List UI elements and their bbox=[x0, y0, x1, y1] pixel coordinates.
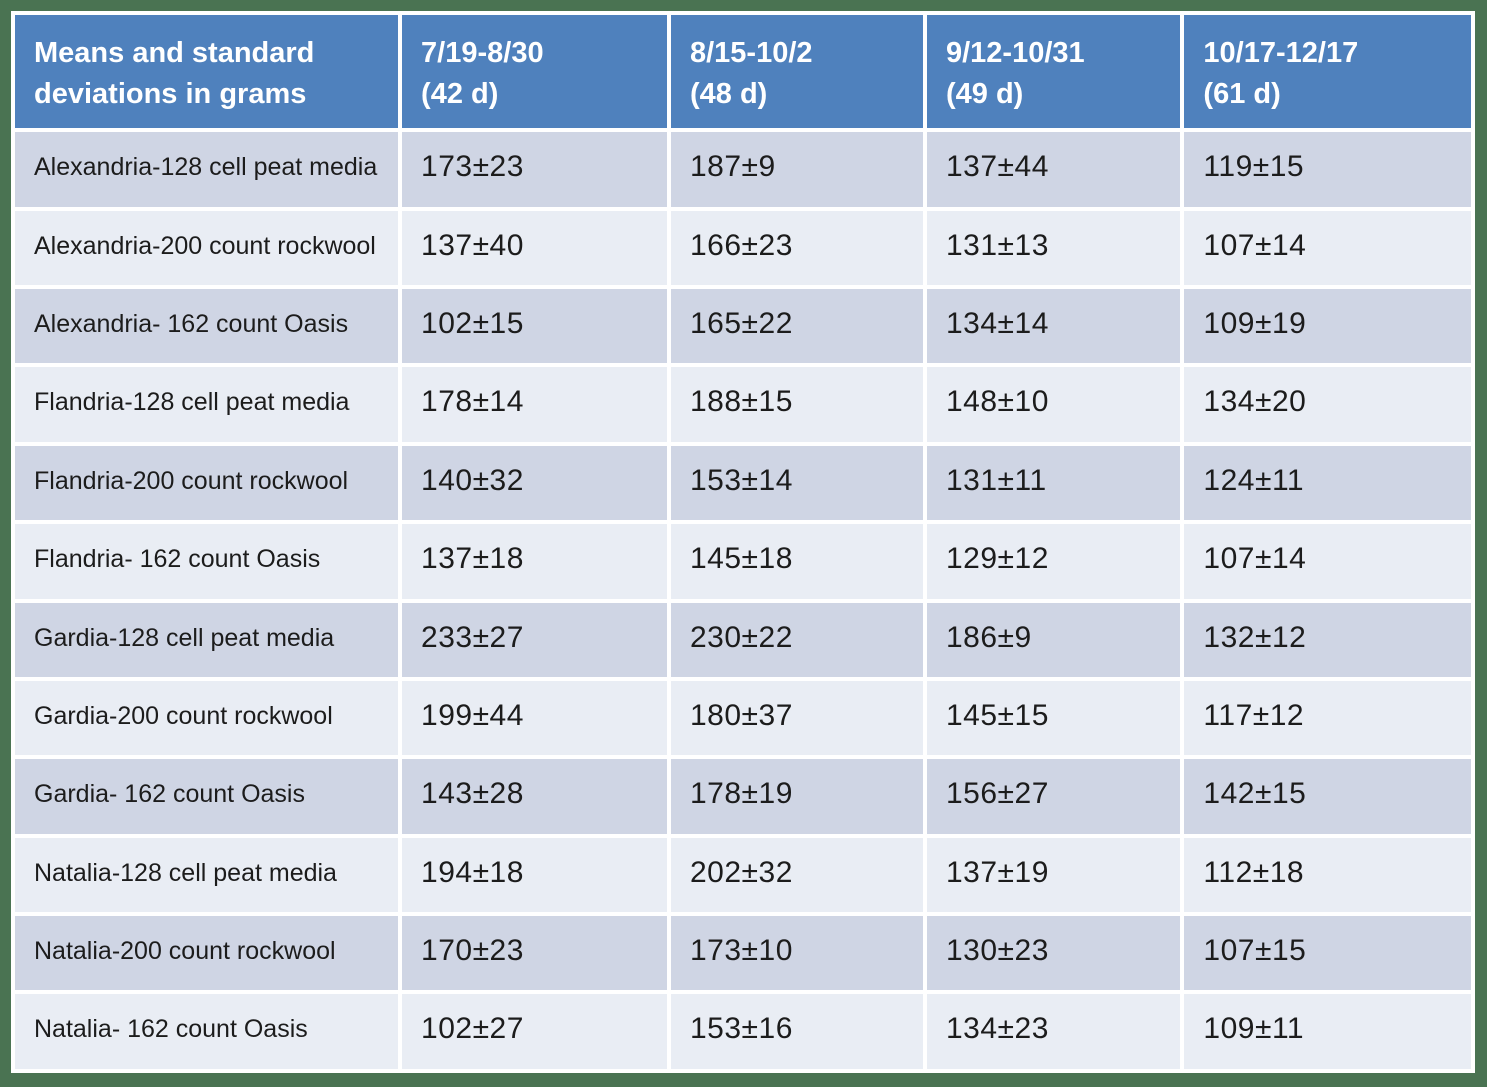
value-cell: 130±23 bbox=[926, 916, 1181, 991]
value-cell: 107±15 bbox=[1184, 916, 1471, 991]
value-cell: 178±19 bbox=[670, 759, 923, 834]
value-cell: 107±14 bbox=[1184, 210, 1471, 285]
value-cell: 131±13 bbox=[926, 210, 1181, 285]
row-label-cell: Flandria-128 cell peat media bbox=[15, 367, 399, 442]
value-cell: 145±15 bbox=[926, 680, 1181, 756]
value-cell: 180±37 bbox=[670, 680, 923, 756]
value-cell: 117±12 bbox=[1184, 680, 1471, 756]
value-cell: 188±15 bbox=[670, 367, 923, 442]
value-cell: 134±23 bbox=[926, 994, 1181, 1069]
table-row: Natalia-200 count rockwool 170±23 173±10… bbox=[15, 916, 1471, 991]
value-cell: 132±12 bbox=[1184, 602, 1471, 677]
column-header-title: Means and standard deviations in grams bbox=[15, 15, 399, 129]
value-cell: 129±12 bbox=[926, 524, 1181, 599]
table-container: Means and standard deviations in grams 7… bbox=[11, 11, 1475, 1073]
row-label-cell: Alexandria-200 count rockwool bbox=[15, 210, 399, 285]
value-cell: 137±19 bbox=[926, 837, 1181, 913]
value-cell: 202±32 bbox=[670, 837, 923, 913]
value-cell: 131±11 bbox=[926, 445, 1181, 521]
value-cell: 112±18 bbox=[1184, 837, 1471, 913]
value-cell: 166±23 bbox=[670, 210, 923, 285]
table-row: Flandria-128 cell peat media 178±14 188±… bbox=[15, 367, 1471, 442]
table-row: Alexandria-200 count rockwool 137±40 166… bbox=[15, 210, 1471, 285]
table-row: Gardia-128 cell peat media 233±27 230±22… bbox=[15, 602, 1471, 677]
row-label-cell: Alexandria- 162 count Oasis bbox=[15, 288, 399, 364]
table-row: Natalia-128 cell peat media 194±18 202±3… bbox=[15, 837, 1471, 913]
value-cell: 134±14 bbox=[926, 288, 1181, 364]
table-row: Flandria-200 count rockwool 140±32 153±1… bbox=[15, 445, 1471, 521]
table-row: Alexandria-128 cell peat media 173±23 18… bbox=[15, 132, 1471, 207]
value-cell: 199±44 bbox=[402, 680, 667, 756]
value-cell: 142±15 bbox=[1184, 759, 1471, 834]
value-cell: 102±27 bbox=[402, 994, 667, 1069]
value-cell: 194±18 bbox=[402, 837, 667, 913]
row-label-cell: Gardia-128 cell peat media bbox=[15, 602, 399, 677]
means-and-sd-table: Means and standard deviations in grams 7… bbox=[11, 11, 1475, 1073]
value-cell: 119±15 bbox=[1184, 132, 1471, 207]
row-label-cell: Gardia-200 count rockwool bbox=[15, 680, 399, 756]
column-header-period-4: 10/17-12/17 (61 d) bbox=[1184, 15, 1471, 129]
value-cell: 134±20 bbox=[1184, 367, 1471, 442]
value-cell: 148±10 bbox=[926, 367, 1181, 442]
value-cell: 107±14 bbox=[1184, 524, 1471, 599]
value-cell: 140±32 bbox=[402, 445, 667, 521]
header-row: Means and standard deviations in grams 7… bbox=[15, 15, 1471, 129]
value-cell: 170±23 bbox=[402, 916, 667, 991]
row-label-cell: Gardia- 162 count Oasis bbox=[15, 759, 399, 834]
row-label-cell: Natalia-128 cell peat media bbox=[15, 837, 399, 913]
value-cell: 233±27 bbox=[402, 602, 667, 677]
row-label-cell: Natalia-200 count rockwool bbox=[15, 916, 399, 991]
value-cell: 145±18 bbox=[670, 524, 923, 599]
value-cell: 143±28 bbox=[402, 759, 667, 834]
column-header-period-3: 9/12-10/31 (49 d) bbox=[926, 15, 1181, 129]
value-cell: 178±14 bbox=[402, 367, 667, 442]
row-label-cell: Alexandria-128 cell peat media bbox=[15, 132, 399, 207]
value-cell: 137±18 bbox=[402, 524, 667, 599]
table-row: Flandria- 162 count Oasis 137±18 145±18 … bbox=[15, 524, 1471, 599]
value-cell: 173±23 bbox=[402, 132, 667, 207]
column-header-period-2: 8/15-10/2 (48 d) bbox=[670, 15, 923, 129]
value-cell: 153±14 bbox=[670, 445, 923, 521]
row-label-cell: Natalia- 162 count Oasis bbox=[15, 994, 399, 1069]
value-cell: 109±11 bbox=[1184, 994, 1471, 1069]
column-header-period-1: 7/19-8/30 (42 d) bbox=[402, 15, 667, 129]
value-cell: 137±40 bbox=[402, 210, 667, 285]
value-cell: 165±22 bbox=[670, 288, 923, 364]
value-cell: 153±16 bbox=[670, 994, 923, 1069]
row-label-cell: Flandria-200 count rockwool bbox=[15, 445, 399, 521]
value-cell: 156±27 bbox=[926, 759, 1181, 834]
value-cell: 109±19 bbox=[1184, 288, 1471, 364]
value-cell: 124±11 bbox=[1184, 445, 1471, 521]
row-label-cell: Flandria- 162 count Oasis bbox=[15, 524, 399, 599]
value-cell: 230±22 bbox=[670, 602, 923, 677]
table-row: Natalia- 162 count Oasis 102±27 153±16 1… bbox=[15, 994, 1471, 1069]
value-cell: 173±10 bbox=[670, 916, 923, 991]
value-cell: 137±44 bbox=[926, 132, 1181, 207]
table-row: Gardia- 162 count Oasis 143±28 178±19 15… bbox=[15, 759, 1471, 834]
value-cell: 186±9 bbox=[926, 602, 1181, 677]
value-cell: 102±15 bbox=[402, 288, 667, 364]
table-row: Gardia-200 count rockwool 199±44 180±37 … bbox=[15, 680, 1471, 756]
value-cell: 187±9 bbox=[670, 132, 923, 207]
table-row: Alexandria- 162 count Oasis 102±15 165±2… bbox=[15, 288, 1471, 364]
